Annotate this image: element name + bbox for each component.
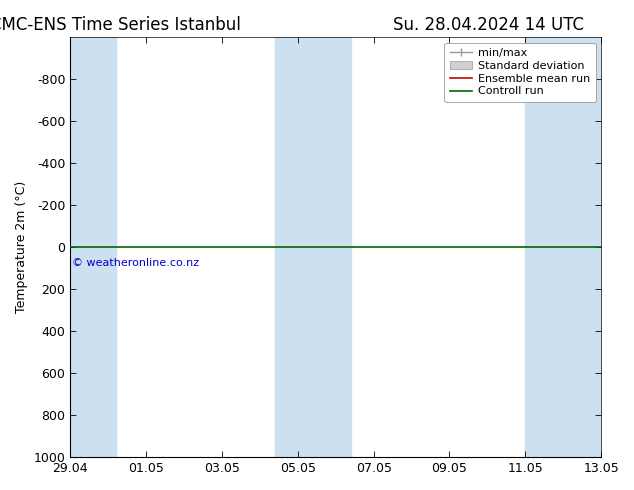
Legend: min/max, Standard deviation, Ensemble mean run, Controll run: min/max, Standard deviation, Ensemble me… (444, 43, 595, 102)
Text: Su. 28.04.2024 14 UTC: Su. 28.04.2024 14 UTC (393, 16, 584, 34)
Bar (275, 37, 351, 457)
Bar (70, 37, 116, 457)
Y-axis label: Temperature 2m (°C): Temperature 2m (°C) (15, 181, 28, 313)
Text: © weatheronline.co.nz: © weatheronline.co.nz (72, 258, 199, 268)
Text: CMC-ENS Time Series Istanbul: CMC-ENS Time Series Istanbul (0, 16, 241, 34)
Bar (526, 37, 601, 457)
